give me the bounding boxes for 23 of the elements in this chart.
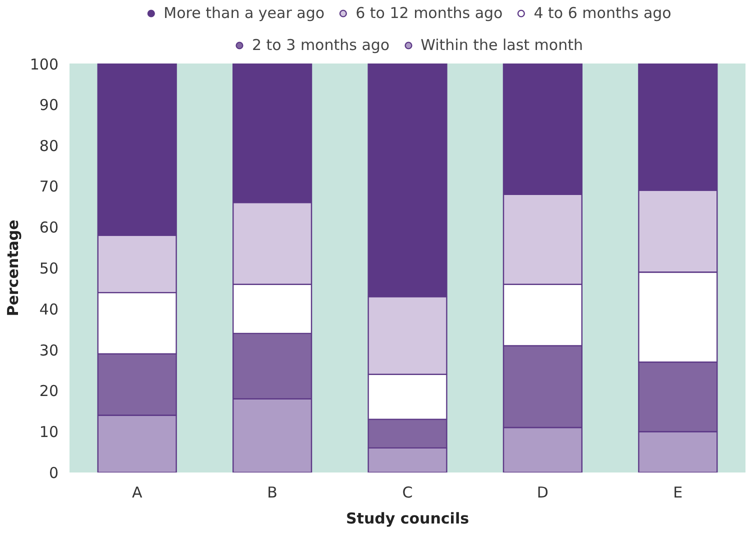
y-tick-label: 10 [39,423,59,442]
x-tick-label: C [402,484,413,502]
y-tick-label: 90 [39,96,59,114]
y-tick-label: 30 [39,341,59,360]
y-tick-label: 80 [39,136,59,155]
y-tick-label: 100 [30,56,59,74]
x-tick-label: A [132,484,143,502]
legend-label: 4 to 6 months ago [534,4,672,22]
y-axis-title: Percentage [4,220,22,316]
x-axis-title: Study councils [346,510,470,528]
legend-label: More than a year ago [164,4,325,22]
legend-label: 2 to 3 months ago [252,36,390,54]
y-tick-label: 20 [39,382,59,400]
x-tick-label: D [536,484,548,502]
y-tick-label: 50 [39,260,59,278]
y-tick-label: 40 [39,300,59,318]
y-tick-label: 70 [39,178,59,196]
legend-label: 6 to 12 months ago [356,4,503,22]
y-tick-label: 0 [48,464,59,482]
x-tick-label: E [673,484,683,502]
legend-label: Within the last month [420,36,584,54]
y-tick-label: 60 [39,218,59,237]
x-tick-label: B [267,484,278,502]
